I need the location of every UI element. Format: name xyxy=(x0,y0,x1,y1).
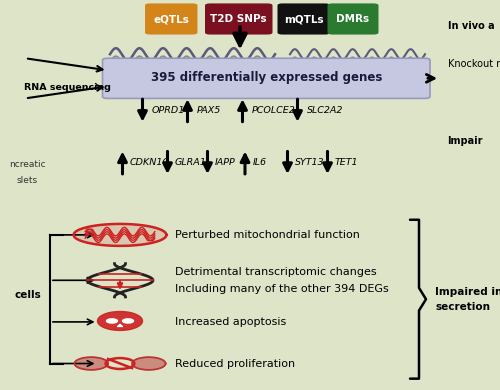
Polygon shape xyxy=(132,357,166,370)
FancyBboxPatch shape xyxy=(328,4,378,35)
Text: IL6: IL6 xyxy=(252,158,266,167)
Text: Increased apoptosis: Increased apoptosis xyxy=(175,317,286,327)
Text: Knockout m: Knockout m xyxy=(448,59,500,69)
Text: 395 differentially expressed genes: 395 differentially expressed genes xyxy=(151,71,382,84)
FancyBboxPatch shape xyxy=(145,4,198,35)
Text: IAPP: IAPP xyxy=(215,158,236,167)
Circle shape xyxy=(106,319,118,323)
Polygon shape xyxy=(98,312,142,330)
FancyBboxPatch shape xyxy=(278,4,330,35)
Text: GLRA1: GLRA1 xyxy=(175,158,207,167)
Text: Perturbed mitochondrial function: Perturbed mitochondrial function xyxy=(175,230,360,240)
Text: PAX5: PAX5 xyxy=(196,106,221,115)
Polygon shape xyxy=(74,357,108,370)
Text: OPRD1: OPRD1 xyxy=(152,106,185,115)
Text: Impaired ins
secretion: Impaired ins secretion xyxy=(435,287,500,312)
FancyBboxPatch shape xyxy=(102,58,430,98)
Text: Impair: Impair xyxy=(448,136,483,145)
Text: TET1: TET1 xyxy=(335,158,358,167)
Text: Reduced proliferation: Reduced proliferation xyxy=(175,358,295,369)
Text: CDKN1C: CDKN1C xyxy=(130,158,170,167)
Text: In vivo a: In vivo a xyxy=(448,21,494,31)
Polygon shape xyxy=(74,224,166,246)
Text: slets: slets xyxy=(17,176,38,185)
FancyBboxPatch shape xyxy=(205,4,272,35)
Text: ncreatic: ncreatic xyxy=(9,160,46,169)
Text: eQTLs: eQTLs xyxy=(154,14,189,24)
Text: mQTLs: mQTLs xyxy=(284,14,324,24)
Text: Including many of the other 394 DEGs: Including many of the other 394 DEGs xyxy=(175,284,389,294)
Text: PCOLCE2: PCOLCE2 xyxy=(252,106,295,115)
Text: Detrimental transcriptomic changes: Detrimental transcriptomic changes xyxy=(175,267,376,277)
Text: RNA sequencing: RNA sequencing xyxy=(24,83,111,92)
Text: SYT13: SYT13 xyxy=(295,158,324,167)
Circle shape xyxy=(122,319,134,323)
Text: T2D SNPs: T2D SNPs xyxy=(210,14,267,24)
Text: SLC2A2: SLC2A2 xyxy=(306,106,343,115)
Text: cells: cells xyxy=(14,291,41,300)
Text: DMRs: DMRs xyxy=(336,14,370,24)
